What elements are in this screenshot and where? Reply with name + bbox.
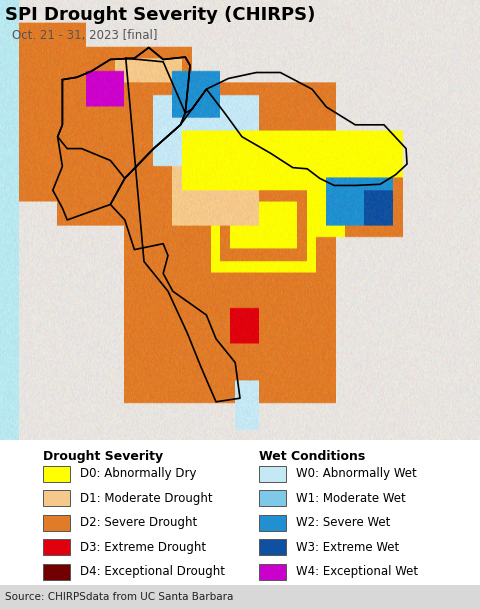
Text: D3: Extreme Drought: D3: Extreme Drought [80,541,206,554]
Text: Wet Conditions: Wet Conditions [259,450,365,463]
Bar [259,539,286,555]
Text: W4: Exceptional Wet: W4: Exceptional Wet [296,565,418,579]
Text: Source: CHIRPSdata from UC Santa Barbara: Source: CHIRPSdata from UC Santa Barbara [5,592,233,602]
Bar [259,515,286,531]
Bar [259,564,286,580]
Text: Oct. 21 - 31, 2023 [final]: Oct. 21 - 31, 2023 [final] [12,29,157,42]
Text: D4: Exceptional Drought: D4: Exceptional Drought [80,565,225,579]
Text: Drought Severity: Drought Severity [43,450,163,463]
Text: W2: Severe Wet: W2: Severe Wet [296,516,391,529]
Bar [0,585,480,609]
Text: W1: Moderate Wet: W1: Moderate Wet [296,491,406,505]
Bar [259,490,286,506]
Bar [43,466,70,482]
Text: W0: Abnormally Wet: W0: Abnormally Wet [296,467,417,480]
Bar [43,564,70,580]
Bar [43,515,70,531]
Text: D0: Abnormally Dry: D0: Abnormally Dry [80,467,197,480]
Bar [43,539,70,555]
Bar [43,490,70,506]
Text: D2: Severe Drought: D2: Severe Drought [80,516,197,529]
Text: D1: Moderate Drought: D1: Moderate Drought [80,491,213,505]
Text: SPI Drought Severity (CHIRPS): SPI Drought Severity (CHIRPS) [5,6,315,24]
Text: W3: Extreme Wet: W3: Extreme Wet [296,541,399,554]
Bar [259,466,286,482]
